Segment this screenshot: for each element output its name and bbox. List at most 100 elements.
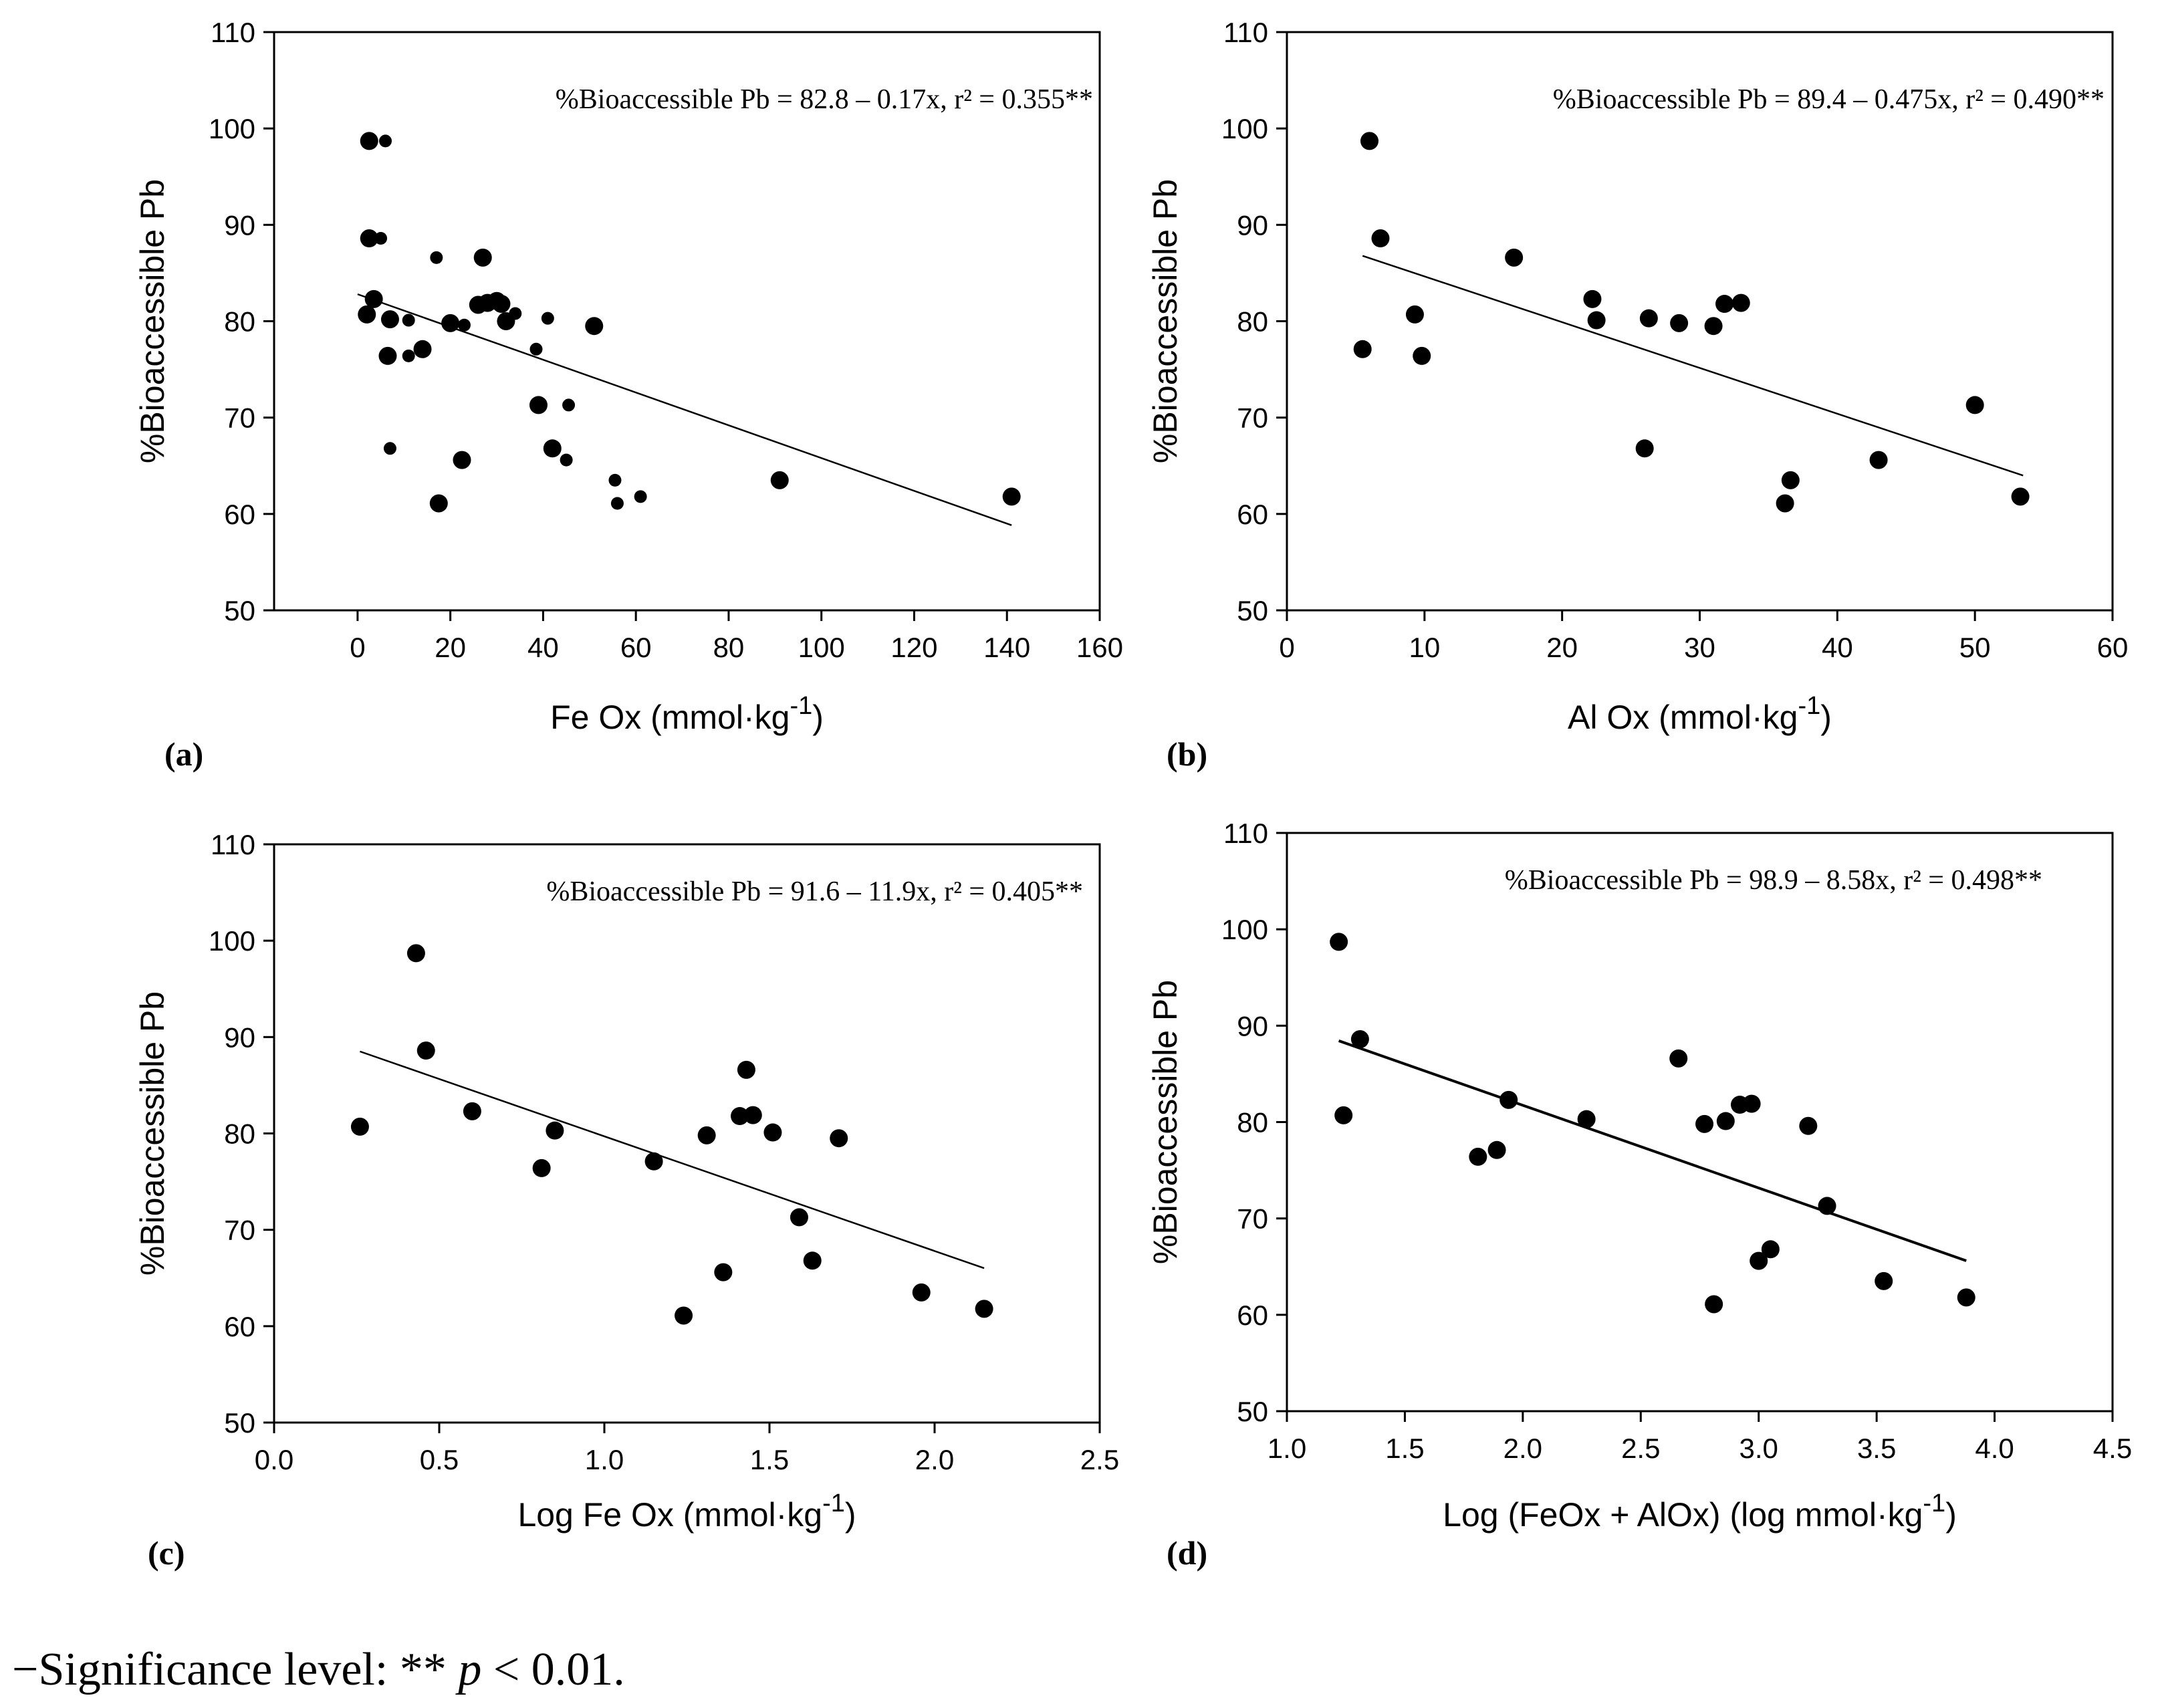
panel-c: 50 60 70 80 90 100 110 0.0 0.5 1.0 1.5 2.0 2.5 %Bioac…	[134, 829, 1119, 1572]
x-tick-label: 1.5	[1385, 1433, 1424, 1464]
y-tick-label: 100	[1221, 113, 1268, 144]
data-point	[634, 490, 647, 503]
y-tick-label: 100	[209, 113, 255, 144]
y-tick-label: 110	[1223, 17, 1268, 48]
x-tick-label: 20	[1546, 632, 1578, 663]
data-point	[1869, 451, 1888, 469]
data-point	[529, 342, 543, 356]
plot-frame	[273, 843, 1101, 1424]
x-tick-label: 1.5	[750, 1444, 789, 1475]
data-point	[1499, 1090, 1518, 1109]
y-tick-label: 80	[1237, 1107, 1268, 1138]
y-tick-label: 50	[1237, 1396, 1268, 1427]
data-point	[562, 398, 576, 412]
data-point	[546, 1121, 564, 1140]
y-tick-label: 60	[1237, 1300, 1268, 1331]
data-point	[360, 229, 378, 248]
x-tick-label: 4.0	[1975, 1433, 2014, 1464]
data-point	[1799, 1116, 1818, 1135]
data-point	[1577, 1110, 1596, 1128]
data-point	[350, 1117, 369, 1136]
y-tick-label: 110	[211, 17, 255, 48]
data-point	[380, 310, 399, 329]
x-tick-label: 2.0	[915, 1444, 954, 1475]
x-tick-label: 10	[1409, 632, 1440, 663]
data-point	[675, 1306, 693, 1325]
data-point	[492, 295, 511, 314]
data-point	[830, 1129, 848, 1148]
y-axis-label: %Bioaccessible Pb	[1147, 179, 1184, 463]
x-axis-label: Log (FeOx + AlOx) (log mmol·kg-1)	[1443, 1489, 1957, 1534]
data-point	[1818, 1197, 1836, 1215]
x-axis-label: Fe Ox (mmol·kg-1)	[550, 692, 824, 736]
y-tick-label: 70	[1237, 1203, 1268, 1235]
data-point	[1715, 295, 1734, 314]
data-point	[509, 307, 522, 320]
data-point	[610, 497, 624, 510]
data-point	[1776, 494, 1794, 513]
data-point	[1413, 346, 1431, 365]
y-tick-label: 80	[224, 1118, 255, 1150]
data-point	[1487, 1140, 1506, 1159]
data-point	[743, 1106, 762, 1124]
x-tick-label: 20	[435, 632, 466, 663]
data-point	[770, 471, 789, 489]
x-tick-label: 120	[890, 632, 937, 663]
data-point	[1330, 933, 1348, 951]
y-axis-label: %Bioaccessible Pb	[134, 179, 171, 463]
data-point	[379, 134, 392, 148]
data-point	[1957, 1288, 1975, 1307]
data-point	[1002, 487, 1021, 506]
regression-equation: %Bioaccessible Pb = 89.4 – 0.475x, r² = …	[1553, 84, 2105, 115]
y-tick-label: 70	[224, 402, 255, 434]
data-point	[360, 132, 378, 150]
x-tick-label: 2.5	[1080, 1444, 1119, 1475]
data-point	[543, 439, 562, 458]
x-tick-label: 2.0	[1504, 1433, 1542, 1464]
data-point	[529, 396, 548, 414]
x-tick-label: 0.0	[255, 1444, 293, 1475]
panel-label: (d)	[1167, 1534, 1207, 1572]
data-point	[1505, 248, 1524, 267]
y-tick-label: 70	[224, 1215, 255, 1246]
data-point	[364, 289, 383, 308]
regression-line	[357, 293, 1012, 526]
panel-b: 50 60 70 80 90 100 110 0 10 20 30 40 50 60 %Bioaccessi…	[1147, 17, 2128, 773]
data-point	[1704, 317, 1723, 336]
data-point	[1405, 305, 1424, 324]
data-point	[1639, 309, 1658, 328]
y-tick-label: 50	[224, 595, 255, 626]
regression-equation: %Bioaccessible Pb = 98.9 – 8.58x, r² = 0…	[1505, 865, 2042, 896]
data-point	[1781, 471, 1800, 489]
panel-label: (b)	[1167, 735, 1207, 773]
data-point	[1669, 1049, 1688, 1068]
data-point	[430, 251, 443, 264]
y-tick-label: 70	[1237, 402, 1268, 434]
x-axis-label: Al Ox (mmol·kg-1)	[1568, 692, 1832, 736]
data-point	[1635, 439, 1654, 458]
data-point	[1350, 1030, 1369, 1049]
x-tick-label: 60	[620, 632, 652, 663]
x-tick-label: 40	[1822, 632, 1853, 663]
x-tick-label: 100	[798, 632, 845, 663]
data-point	[453, 451, 471, 469]
data-point	[1371, 229, 1390, 248]
y-tick-label: 110	[1223, 818, 1268, 849]
panel-a: 50 60 70 80 90 100 110 0 20 40 60 80 100 120 140 160 %Bi…	[134, 17, 1123, 773]
data-point	[1965, 396, 1984, 414]
x-tick-label: 1.0	[1268, 1433, 1306, 1464]
x-tick-label: 0	[1279, 632, 1294, 663]
data-point	[374, 232, 388, 245]
data-point	[697, 1126, 716, 1144]
data-point	[1695, 1114, 1714, 1133]
data-point	[1716, 1112, 1735, 1130]
x-tick-label: 60	[2097, 632, 2129, 663]
data-point	[731, 1107, 749, 1126]
data-point	[1731, 293, 1750, 312]
data-point	[358, 305, 376, 324]
data-point	[413, 340, 432, 358]
data-point	[416, 1042, 435, 1060]
y-tick-label: 90	[1237, 1010, 1268, 1042]
data-point	[463, 1102, 481, 1120]
